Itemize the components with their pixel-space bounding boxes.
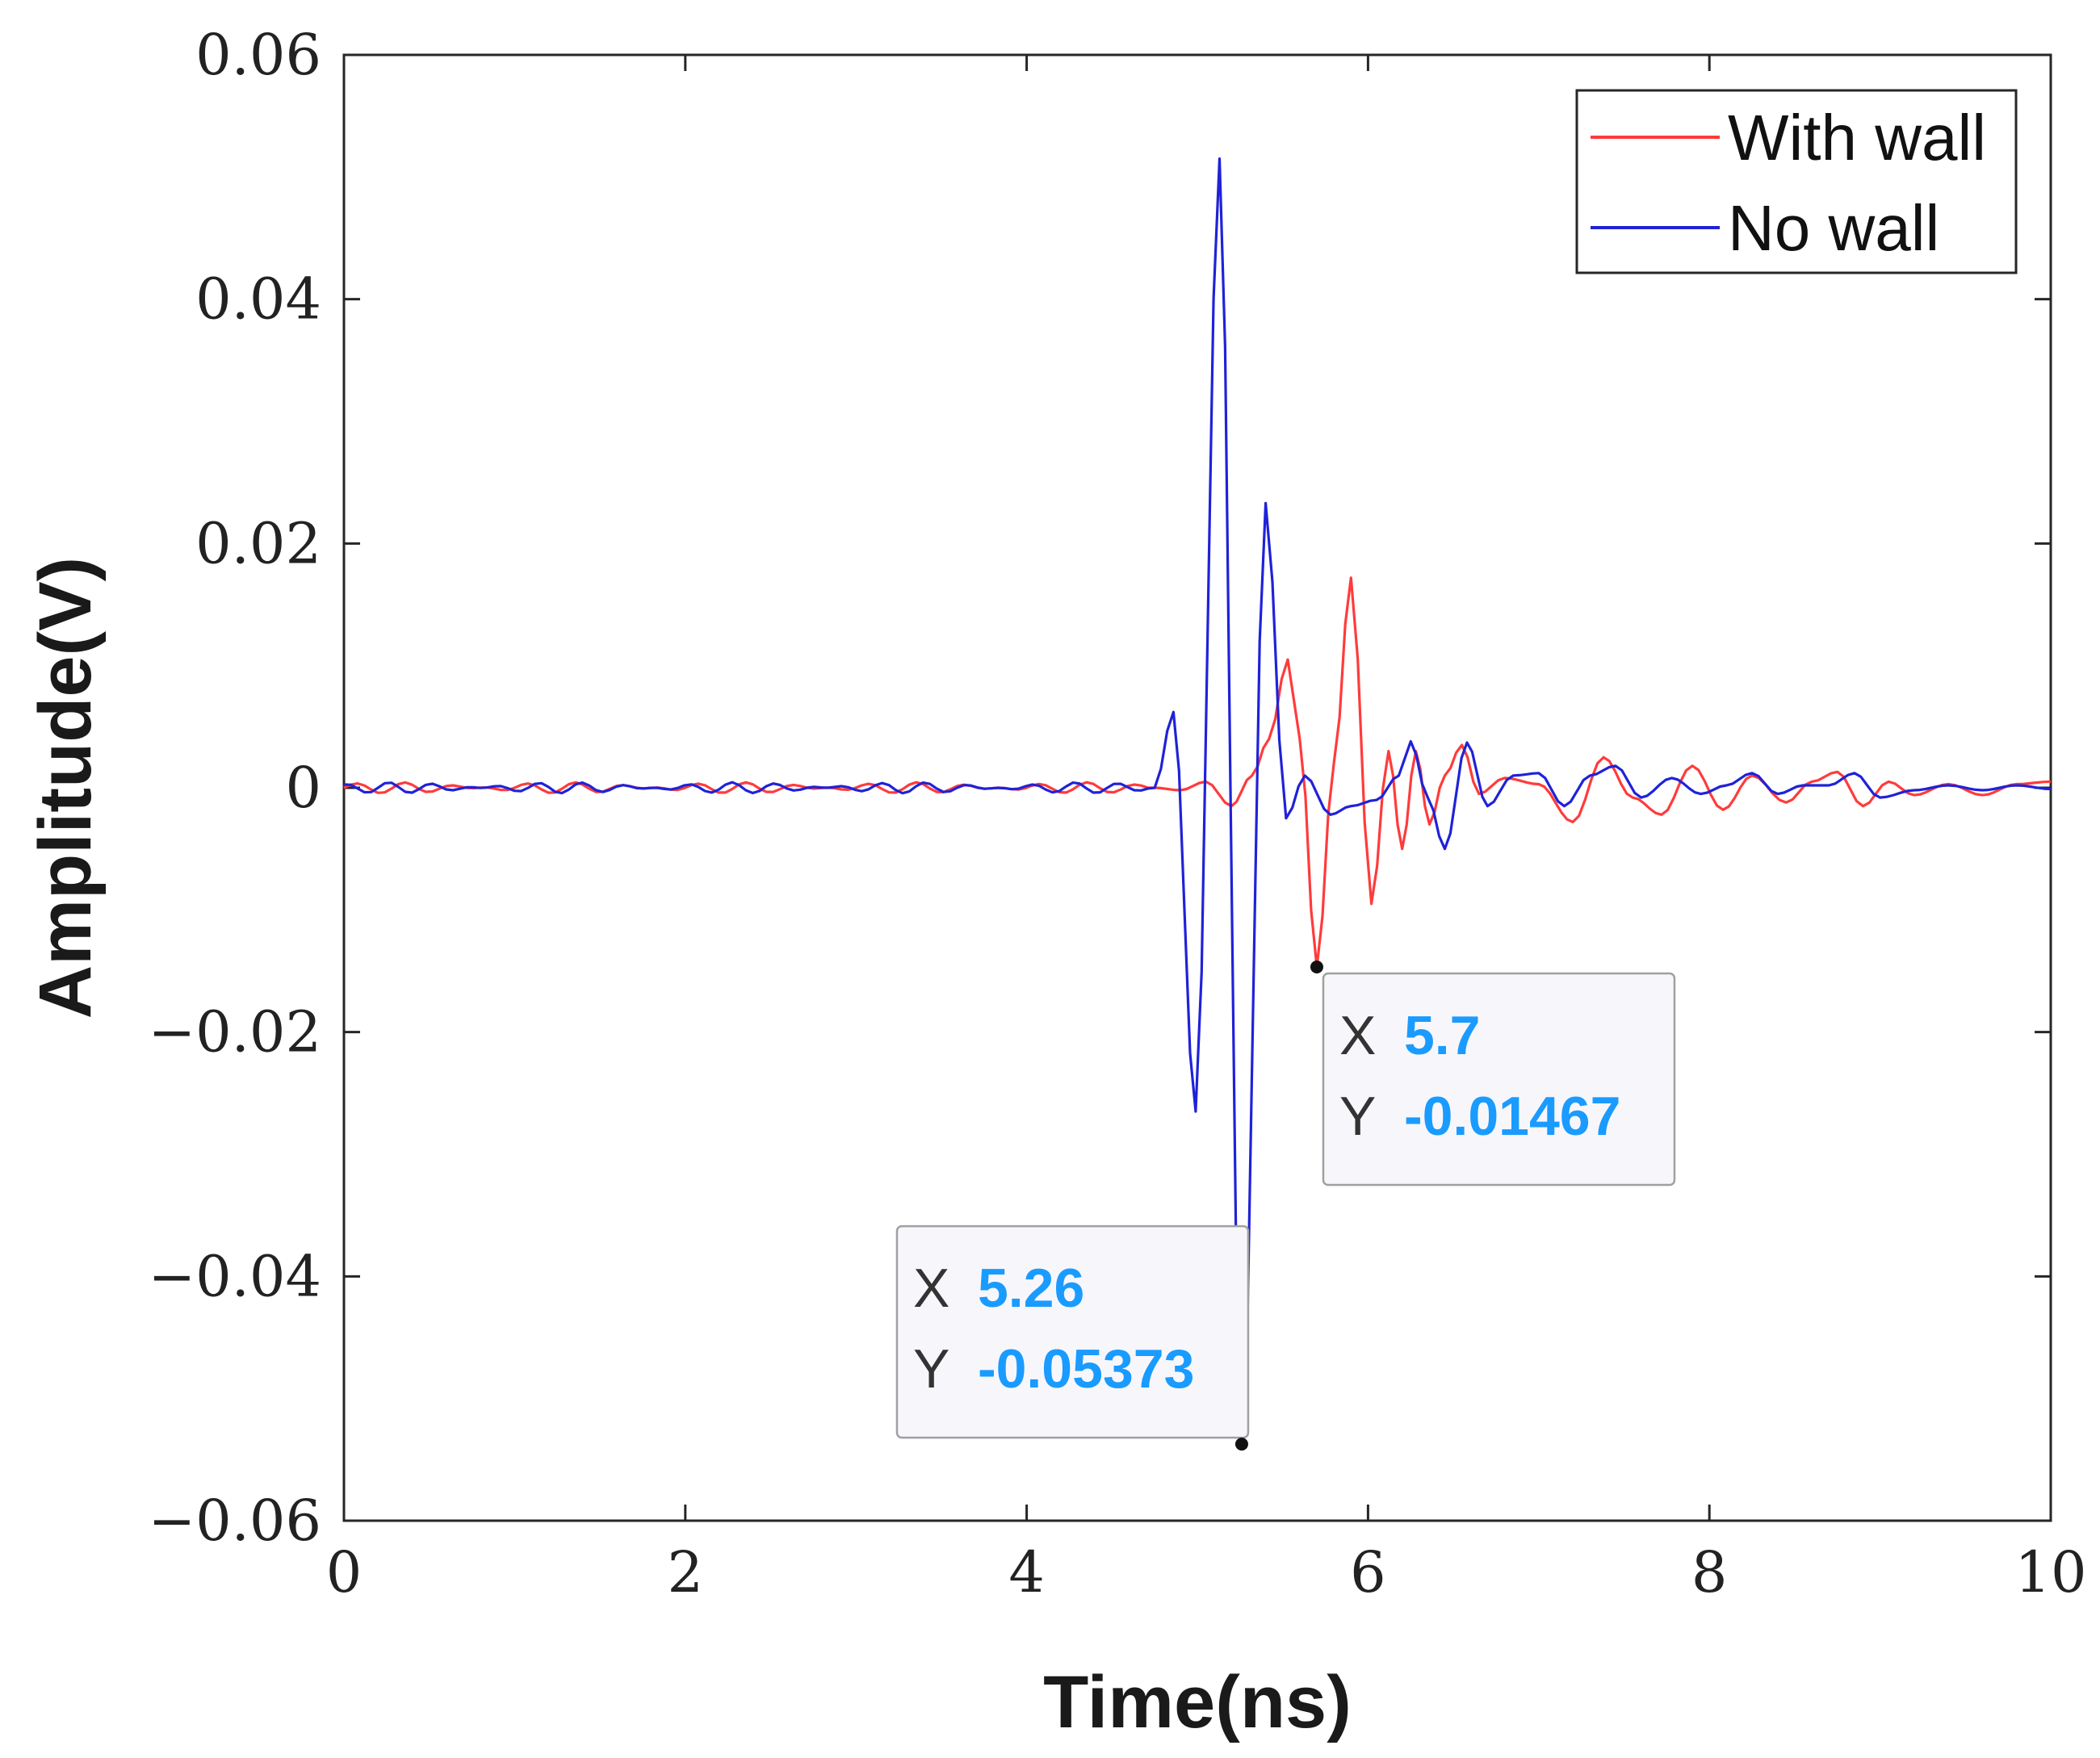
- datatip-marker[interactable]: [1234, 1438, 1248, 1451]
- x-tick-label: 8: [1691, 1539, 1728, 1605]
- y-tick-label: 0.02: [195, 510, 321, 576]
- x-tick-label: 10: [2014, 1539, 2086, 1605]
- legend-box: [1575, 89, 2018, 274]
- y-tick-label: −0.06: [148, 1488, 321, 1554]
- y-tick-label: 0.06: [195, 22, 321, 88]
- y-tick-label: −0.02: [148, 999, 321, 1065]
- datatip-y-value: -0.01467: [1404, 1086, 1620, 1147]
- datatip-box: [1322, 972, 1676, 1187]
- x-axis-title: Time(ns): [1043, 1661, 1352, 1743]
- x-tick-label: 6: [1350, 1539, 1386, 1605]
- legend: With wall No wall: [1575, 89, 2018, 274]
- legend-label-with-wall: With wall: [1728, 102, 1986, 174]
- datatip-y-key: Y: [913, 1338, 949, 1400]
- datatip-marker[interactable]: [1310, 961, 1323, 974]
- y-tick-label: −0.04: [148, 1243, 321, 1309]
- x-tick-label: 2: [668, 1539, 704, 1605]
- y-axis-title: Amplitude(V): [24, 557, 107, 1019]
- x-tick-label: 4: [1008, 1539, 1045, 1605]
- y-tick-label: 0: [285, 755, 321, 821]
- x-tick-labels: 0 2 4 6 8 10: [326, 1539, 2087, 1605]
- series-layer: [343, 157, 2052, 1446]
- datatip-x-value: 5.7: [1404, 1005, 1481, 1066]
- series-line-no-wall: [343, 157, 2052, 1446]
- datatip[interactable]: X 5.7 Y -0.01467: [1310, 961, 1676, 1187]
- datatip-x-key: X: [913, 1258, 949, 1319]
- datatip-y-value: -0.05373: [978, 1338, 1194, 1400]
- axis-ticks: [342, 53, 2052, 1522]
- datatip-box: [895, 1224, 1250, 1439]
- datatip-y-key: Y: [1339, 1086, 1376, 1147]
- y-tick-label: 0.04: [195, 266, 321, 333]
- datatip-x-value: 5.26: [978, 1258, 1084, 1319]
- y-tick-labels: 0.06 0.04 0.02 0 −0.02 −0.04 −0.06: [148, 22, 321, 1554]
- datatip-layer: X 5.7 Y -0.01467 X 5.26 Y -0.05373: [895, 961, 1676, 1451]
- x-tick-label: 0: [326, 1539, 363, 1605]
- datatip[interactable]: X 5.26 Y -0.05373: [895, 1224, 1250, 1451]
- legend-label-no-wall: No wall: [1728, 192, 1939, 264]
- datatip-x-key: X: [1339, 1005, 1376, 1066]
